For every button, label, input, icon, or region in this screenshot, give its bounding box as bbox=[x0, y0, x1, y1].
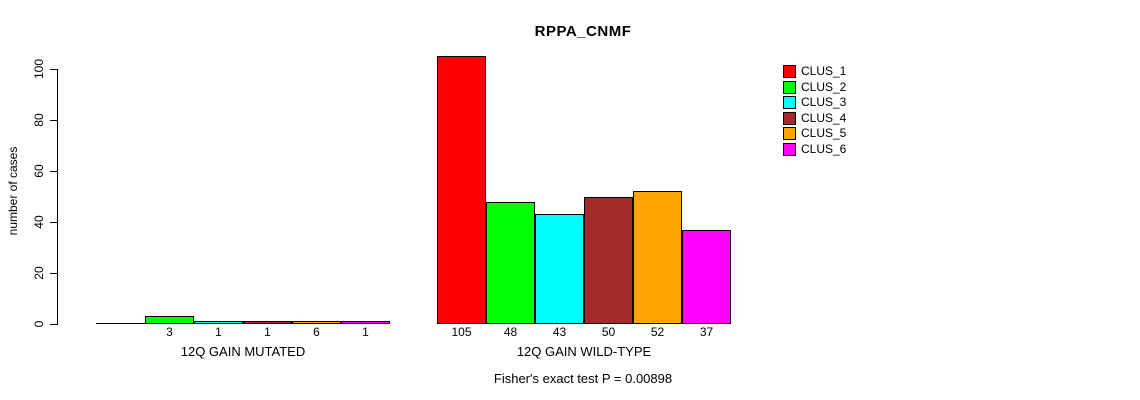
bar-value-label: 37 bbox=[699, 325, 714, 339]
y-axis-tick bbox=[50, 221, 57, 223]
bar-value-label: 1 bbox=[362, 325, 369, 339]
bar-value-label: 3 bbox=[166, 325, 173, 339]
chart-title: RPPA_CNMF bbox=[534, 23, 632, 40]
legend-label: CLUS_2 bbox=[801, 79, 847, 94]
y-axis-tick bbox=[50, 119, 57, 121]
bar bbox=[682, 230, 731, 324]
legend-swatch bbox=[783, 96, 796, 109]
bar bbox=[584, 197, 633, 324]
bar bbox=[486, 202, 535, 324]
bar bbox=[437, 56, 486, 324]
y-axis-tick-label: 100 bbox=[32, 58, 46, 80]
y-axis-tick bbox=[50, 272, 57, 274]
bar bbox=[341, 321, 390, 324]
footnote-pvalue: Fisher's exact test P = 0.00898 bbox=[493, 371, 673, 386]
legend-label: CLUS_1 bbox=[801, 64, 847, 78]
y-axis-tick-label: 20 bbox=[32, 266, 46, 280]
y-axis-tick bbox=[50, 323, 57, 325]
legend-swatch bbox=[783, 111, 796, 125]
legend-label: CLUS_6 bbox=[801, 141, 847, 156]
x-axis-group-label: 12Q GAIN WILD-TYPE bbox=[516, 344, 652, 359]
bar-value-label: 6 bbox=[313, 325, 320, 339]
legend-label: CLUS_4 bbox=[801, 110, 847, 125]
bar-value-label: 52 bbox=[650, 325, 665, 339]
y-axis-tick bbox=[50, 68, 57, 70]
legend-swatch bbox=[783, 127, 796, 140]
bar-value-label: 1 bbox=[215, 325, 222, 339]
bar bbox=[292, 321, 341, 324]
bar bbox=[243, 321, 292, 324]
y-axis-line bbox=[57, 69, 58, 325]
legend-label: CLUS_3 bbox=[801, 95, 847, 109]
bar-value-label: 105 bbox=[451, 325, 472, 339]
y-axis-tick bbox=[50, 170, 57, 172]
legend-swatch bbox=[783, 65, 796, 78]
bar bbox=[145, 316, 194, 324]
legend-swatch bbox=[783, 142, 796, 156]
y-axis-title: number of cases bbox=[6, 146, 20, 236]
legend-label: CLUS_5 bbox=[801, 126, 847, 140]
x-axis-group-label: 12Q GAIN MUTATED bbox=[180, 344, 306, 359]
bar-value-label: 1 bbox=[264, 325, 271, 339]
y-axis-tick-label: 0 bbox=[32, 320, 46, 328]
bar bbox=[535, 214, 584, 324]
bar-value-label: 43 bbox=[552, 325, 567, 339]
bar bbox=[633, 191, 682, 324]
y-axis-tick-label: 80 bbox=[32, 113, 46, 127]
legend-swatch bbox=[783, 80, 796, 94]
bar-value-label: 48 bbox=[503, 325, 518, 339]
bar bbox=[194, 321, 243, 324]
y-axis-tick-label: 40 bbox=[32, 215, 46, 229]
y-axis-tick-label: 60 bbox=[32, 164, 46, 178]
bar-value-label: 50 bbox=[601, 325, 616, 339]
